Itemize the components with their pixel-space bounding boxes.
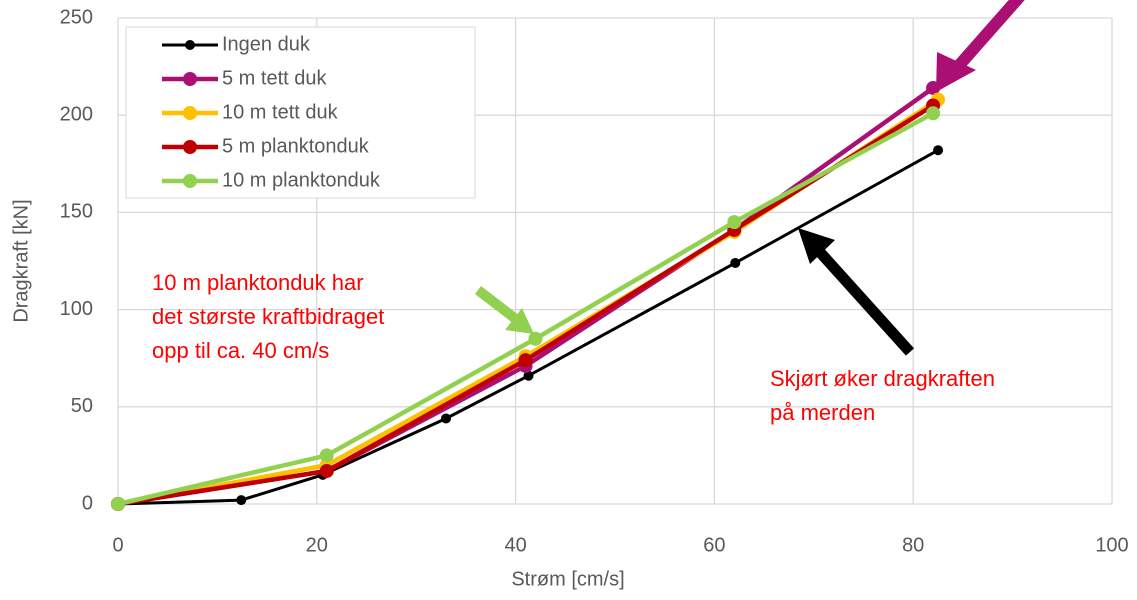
legend-marker <box>183 140 197 154</box>
annotation: 10 m planktonduk har <box>152 270 364 295</box>
grid: 0 50 100 150 200 250 0 20 40 60 80 100 <box>60 6 1129 556</box>
x-tick-label: 60 <box>703 534 725 556</box>
point <box>236 495 247 506</box>
x-tick-label: 20 <box>306 534 328 556</box>
x-tick-label: 40 <box>504 534 526 556</box>
annotation: Skjørt øker dragkraften <box>770 366 995 391</box>
arrow <box>813 246 915 356</box>
legend-label: 5 m tett duk <box>222 67 327 89</box>
y-tick-label: 0 <box>82 492 93 514</box>
legend-marker <box>185 40 195 50</box>
annotation: det største kraftbidraget <box>152 304 384 329</box>
point <box>528 331 543 346</box>
point <box>518 353 533 368</box>
x-tick-label: 80 <box>902 534 924 556</box>
point <box>319 448 334 463</box>
y-tick-label: 200 <box>60 103 93 125</box>
point <box>933 145 944 156</box>
x-axis-label: Strøm [cm/s] <box>511 568 624 590</box>
point <box>319 463 334 478</box>
point <box>730 257 741 268</box>
annotation: opp til ca. 40 cm/s <box>152 338 329 363</box>
y-tick-label: 250 <box>60 6 93 28</box>
point <box>523 370 534 381</box>
point <box>441 413 452 424</box>
legend-label: 10 m tett duk <box>222 101 339 123</box>
point <box>926 106 941 121</box>
legend-label: 10 m planktonduk <box>222 169 381 191</box>
point <box>727 215 742 230</box>
legend-label: 5 m planktonduk <box>222 135 370 157</box>
arrow <box>474 286 521 324</box>
legend-marker <box>183 174 197 188</box>
arrow-head <box>505 308 534 334</box>
arrow-head <box>798 228 835 264</box>
legend-entries: Ingen duk 5 m tett duk 10 m tett duk 5 m pl… <box>162 33 381 191</box>
y-tick-label: 150 <box>60 201 93 223</box>
legend-marker <box>183 72 197 86</box>
arrow-head <box>936 52 976 92</box>
legend-label: Ingen duk <box>222 33 311 55</box>
y-tick-label: 100 <box>60 298 93 320</box>
y-axis-label: Dragkraft [kN] <box>10 199 32 322</box>
plot <box>111 80 946 511</box>
annotations: 10 m planktonduk har det største kraftbid… <box>152 270 995 425</box>
arrow <box>950 0 1025 74</box>
point <box>111 497 125 511</box>
x-tick-label: 0 <box>112 534 123 556</box>
arrows <box>474 0 1025 356</box>
legend-marker <box>183 106 197 120</box>
x-tick-label: 100 <box>1095 534 1128 556</box>
y-tick-label: 50 <box>71 395 93 417</box>
annotation: på merden <box>770 400 875 425</box>
